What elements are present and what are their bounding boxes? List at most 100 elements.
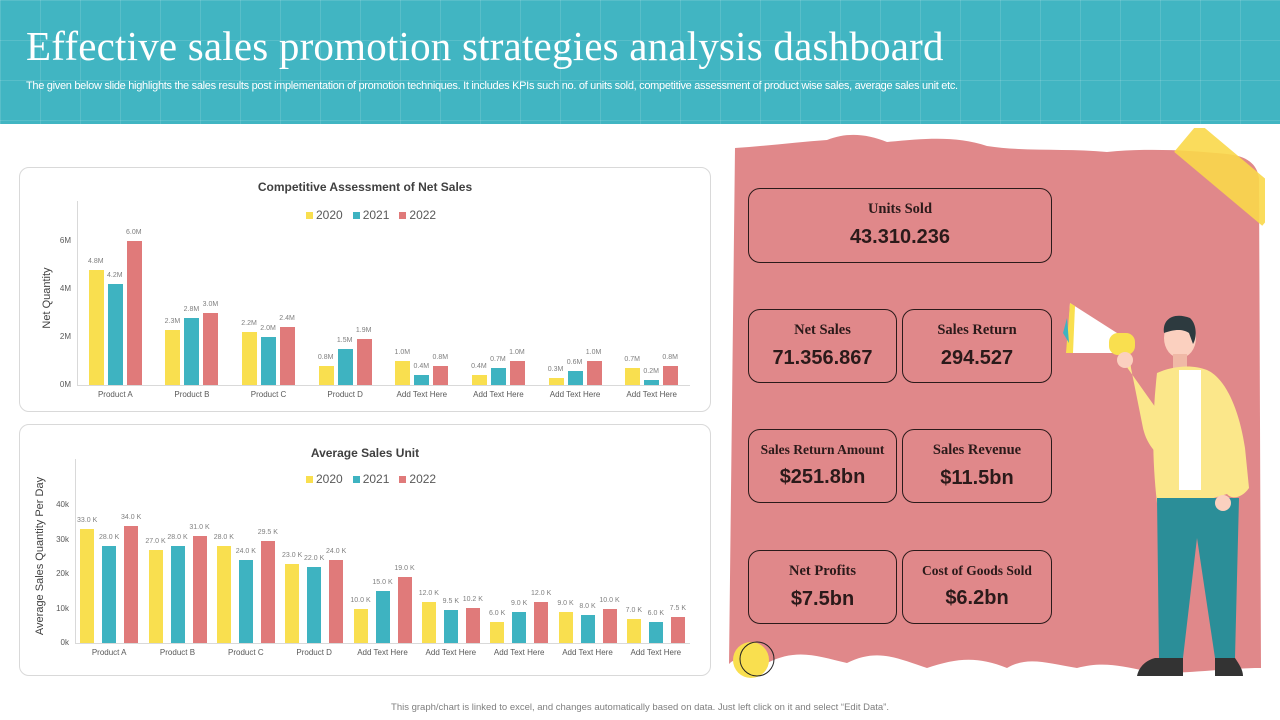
- average-sales-unit-chart[interactable]: Average Sales Unit 2020 2021 2022 Averag…: [19, 424, 711, 676]
- bar-2021[interactable]: [337, 349, 353, 385]
- bar-2020[interactable]: [625, 368, 641, 385]
- data-label: 0.7M: [490, 356, 506, 364]
- chart-legend: 2020 2021 2022: [306, 208, 436, 222]
- kpi-net-sales: Net Sales 71.356.867: [748, 309, 897, 383]
- data-label: 1.9M: [355, 327, 372, 335]
- data-label: 0.7M: [624, 356, 640, 364]
- kpi-label: Sales Revenue: [932, 442, 1022, 458]
- bar-2022[interactable]: [397, 577, 412, 643]
- bar-2022[interactable]: [126, 241, 142, 385]
- bar-2021[interactable]: [644, 380, 660, 385]
- bar-2021[interactable]: [567, 370, 583, 385]
- data-label: 1.0M: [585, 349, 602, 356]
- y-tick-label: 40k: [56, 500, 69, 509]
- bar-2021[interactable]: [238, 560, 253, 643]
- bar-2021[interactable]: [170, 546, 185, 643]
- kpi-value: 43.310.236: [849, 226, 951, 248]
- kpi-label: Units Sold: [867, 201, 933, 217]
- x-axis-line: [77, 385, 690, 386]
- bar-2021[interactable]: [102, 546, 117, 643]
- chart-title: Competitive Assessment of Net Sales: [257, 180, 473, 194]
- x-category-label: Add Text Here: [396, 390, 448, 399]
- bar-2020[interactable]: [80, 529, 95, 643]
- data-label: 15.0 K: [372, 579, 393, 587]
- plot-area: 0M 2M 4M 6M 4.8M 4.2M 6.0M Product A 2.3M 2.8M 3.0…: [20, 168, 710, 411]
- x-category-label: Add Text Here: [357, 648, 408, 657]
- bar-2021[interactable]: [490, 368, 506, 385]
- bar-2022[interactable]: [670, 617, 685, 643]
- data-label: 0.3M: [547, 365, 564, 373]
- data-label: 12.0 K: [418, 589, 439, 597]
- y-axis-line: [75, 459, 76, 643]
- chart-legend: 2020 2021 2022: [306, 472, 436, 486]
- person-megaphone-illustration: [1063, 303, 1249, 676]
- x-category-label: Add Text Here: [493, 648, 545, 657]
- data-label: 0.2M: [643, 368, 659, 376]
- bar-2022[interactable]: [203, 313, 219, 385]
- y-tick-label: 0k: [60, 638, 69, 647]
- legend-swatch: [352, 475, 360, 483]
- bar-2022[interactable]: [356, 339, 372, 385]
- bar-2020[interactable]: [285, 563, 300, 643]
- bar-2021[interactable]: [184, 317, 200, 385]
- data-label: 2.8M: [183, 305, 200, 313]
- bar-2022[interactable]: [534, 601, 549, 643]
- data-label: 7.5 K: [669, 605, 686, 613]
- bar-2020[interactable]: [421, 601, 436, 643]
- bar-2022[interactable]: [509, 361, 525, 385]
- legend-item-2022: 2022: [399, 208, 436, 222]
- kpi-sales-return-amount: Sales Return Amount $251.8bn: [748, 429, 897, 503]
- data-label: 10.0 K: [350, 596, 371, 604]
- legend-label: 2021: [362, 208, 390, 222]
- page-subtitle: The given below slide highlights the sal…: [26, 80, 958, 92]
- kpi-cost-of-goods-sold: Cost of Goods Sold $6.2bn: [902, 550, 1052, 624]
- bar-2020[interactable]: [88, 269, 104, 385]
- bar-2022[interactable]: [602, 608, 617, 643]
- bar-2022[interactable]: [433, 365, 449, 385]
- data-label: 8.0 K: [579, 603, 596, 611]
- bar-2020[interactable]: [216, 546, 231, 643]
- net-sales-chart[interactable]: Competitive Assessment of Net Sales 2020…: [19, 167, 711, 412]
- data-label: 29.5 K: [257, 529, 278, 537]
- y-tick-label: 10k: [56, 603, 69, 613]
- bar-2020[interactable]: [353, 608, 368, 643]
- torn-paper-background: [729, 128, 1265, 678]
- bar-2020[interactable]: [148, 549, 163, 643]
- bar-2021[interactable]: [261, 337, 277, 385]
- bar-2020[interactable]: [242, 332, 258, 385]
- x-category-label: Add Text Here: [626, 390, 677, 399]
- bar-2022[interactable]: [663, 365, 679, 385]
- bar-2021[interactable]: [648, 622, 663, 643]
- bar-2021[interactable]: [307, 567, 322, 643]
- kpi-value: $251.8bn: [779, 466, 866, 488]
- bar-2021[interactable]: [443, 610, 458, 643]
- kpi-label: Sales Return: [937, 322, 1017, 338]
- data-label: 28.0 K: [213, 534, 234, 542]
- y-tick-label: 4M: [59, 284, 71, 293]
- bar-2020[interactable]: [318, 365, 334, 385]
- bar-2020[interactable]: [626, 618, 641, 643]
- bar-2020[interactable]: [471, 375, 487, 385]
- bar-2022[interactable]: [124, 525, 139, 643]
- bar-2022[interactable]: [260, 541, 275, 643]
- bar-2020[interactable]: [395, 361, 411, 385]
- bar-2020[interactable]: [165, 329, 181, 385]
- bar-2021[interactable]: [414, 375, 430, 385]
- bar-2020[interactable]: [490, 622, 505, 643]
- kpi-units-sold: Units Sold 43.310.236: [748, 188, 1052, 263]
- bar-2022[interactable]: [586, 361, 602, 385]
- bar-2022[interactable]: [192, 536, 207, 643]
- bar-2020[interactable]: [548, 377, 564, 385]
- bar-2021[interactable]: [107, 284, 123, 385]
- bar-2022[interactable]: [329, 560, 344, 643]
- plot-area: 0k 10k 20k 30k 40k 33.0 K 28.0 K 34.0 K Product …: [20, 425, 710, 675]
- bar-2021[interactable]: [375, 591, 390, 643]
- bar-2022[interactable]: [465, 607, 480, 643]
- data-label: 9.0 K: [557, 599, 574, 607]
- bar-2020[interactable]: [558, 611, 573, 643]
- chart-title: Average Sales Unit: [310, 446, 420, 460]
- bar-2021[interactable]: [512, 611, 527, 643]
- bar-2021[interactable]: [580, 615, 595, 643]
- bar-2022[interactable]: [280, 327, 296, 385]
- legend-swatch: [352, 211, 360, 219]
